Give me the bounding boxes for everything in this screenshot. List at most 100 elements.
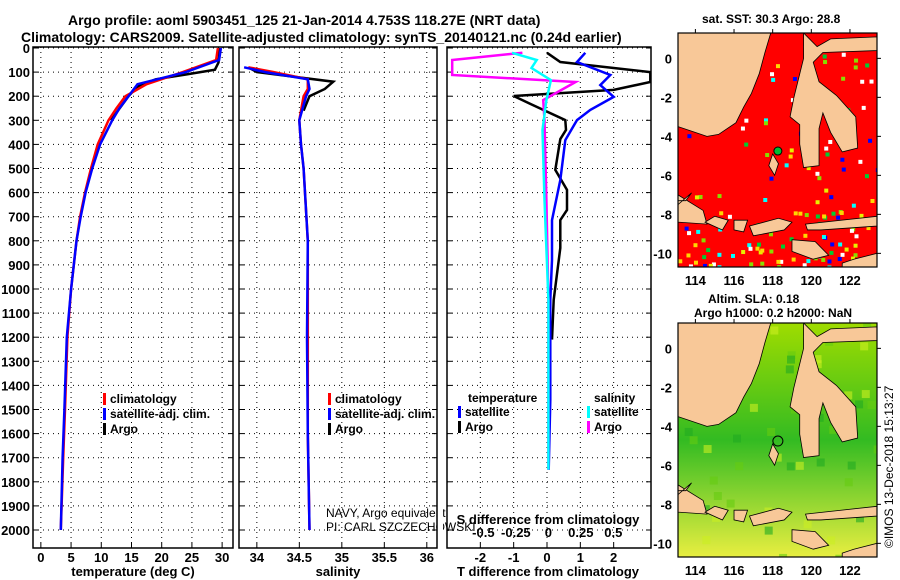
series-line-satellite-adj-clim- xyxy=(59,47,223,531)
sst-pixel xyxy=(793,211,798,216)
argo-position-marker xyxy=(772,435,784,447)
sst-pixel xyxy=(868,138,873,143)
legend-swatch xyxy=(328,393,331,405)
sla-pixel xyxy=(713,492,722,501)
series-line-s-satellite xyxy=(511,51,553,470)
sst-pixel xyxy=(768,232,773,237)
sst-pixel xyxy=(776,259,781,264)
sst-pixel xyxy=(693,260,698,265)
sla-pixel xyxy=(795,461,804,470)
sst-pixel xyxy=(756,242,761,247)
legend-swatch xyxy=(103,423,106,435)
series-line-t-satellite xyxy=(547,51,616,470)
sst-pixel xyxy=(686,253,691,258)
lat-tick-label: -8 xyxy=(660,207,672,222)
sst-pixel xyxy=(815,171,820,176)
sla-pixel xyxy=(835,554,844,557)
x2-tick-label: 0.5 xyxy=(604,525,622,540)
land-polygon xyxy=(791,239,830,260)
sst-pixel xyxy=(763,118,768,123)
sst-pixel xyxy=(779,259,784,264)
land-polygon xyxy=(678,323,772,427)
sst-pixel xyxy=(730,253,735,258)
argo-position-marker xyxy=(773,146,783,156)
sst-pixel xyxy=(755,246,760,251)
legend-label: Argo xyxy=(335,422,363,436)
sst-pixel xyxy=(815,214,820,219)
sst-pixel xyxy=(701,238,706,243)
sla-pixel xyxy=(709,476,718,485)
land-polygon xyxy=(678,192,692,206)
land-polygon xyxy=(678,484,708,515)
legend-swatch xyxy=(103,393,106,405)
sst-pixel xyxy=(684,226,689,231)
y-tick-label: 1700 xyxy=(1,451,30,466)
sst-pixel xyxy=(702,263,707,267)
x-tick-label: 10 xyxy=(94,550,108,565)
legend-swatch xyxy=(328,423,331,435)
y-tick-label: 2000 xyxy=(1,523,30,538)
y-tick-label: 400 xyxy=(8,137,30,152)
legend-label: satellite-adj. clim. xyxy=(335,407,435,421)
sst-pixel xyxy=(802,263,807,267)
sst-pixel xyxy=(727,214,732,219)
sst-pixel xyxy=(788,154,793,159)
x-tick-label: 0 xyxy=(37,550,44,565)
sla-pixel xyxy=(703,445,712,454)
x-axis-label: T difference from climatology xyxy=(457,564,640,579)
land-polygon xyxy=(841,252,877,267)
x-tick-label: 25 xyxy=(185,550,199,565)
x-axis-label: salinity xyxy=(316,564,362,579)
sla-pixel xyxy=(702,536,711,545)
sst-pixel xyxy=(851,203,856,208)
series-line-argo xyxy=(247,66,337,112)
sst-pixel xyxy=(853,65,858,70)
legend-title-temperature: temperature xyxy=(468,391,538,405)
sst-pixel xyxy=(806,166,811,171)
sst-pixel xyxy=(840,157,845,162)
sst-pixel xyxy=(831,211,836,216)
sst-pixel xyxy=(740,126,745,131)
sst-pixel xyxy=(789,237,794,242)
lat-tick-label: -10 xyxy=(653,536,672,551)
land-polygon xyxy=(733,509,749,523)
sst-pixel xyxy=(763,197,768,202)
land-polygon xyxy=(704,215,729,231)
y-tick-label: 300 xyxy=(8,113,30,128)
land-polygon xyxy=(804,215,877,231)
land-polygon xyxy=(791,529,830,550)
sst-pixel xyxy=(760,248,765,253)
sst-pixel xyxy=(790,98,795,103)
sst-pixel xyxy=(821,235,826,240)
y-tick-label: 200 xyxy=(8,89,30,104)
x-tick-label: 35.5 xyxy=(372,550,397,565)
land-polygon xyxy=(768,152,779,177)
sst-pixel xyxy=(717,194,722,199)
y-tick-label: 1300 xyxy=(1,354,30,369)
sst-pixel xyxy=(784,163,789,168)
sst-pixel xyxy=(775,64,780,69)
x2-tick-label: 0.25 xyxy=(568,525,593,540)
sla-map: 114 116 118 120 122 0 -2 -4 -6 -8 -10 xyxy=(653,319,881,578)
sla-pixel xyxy=(844,478,853,487)
y-tick-label: 900 xyxy=(8,258,30,273)
land-polygon xyxy=(804,505,877,521)
sst-pixel xyxy=(854,234,859,239)
difference-panel-frame xyxy=(446,46,652,549)
y-tick-label: 0 xyxy=(23,41,30,56)
legend-swatch xyxy=(458,406,461,418)
x2-axis-label: S difference from climatology xyxy=(457,512,641,527)
sst-pixel xyxy=(763,121,768,126)
clip-mask xyxy=(233,47,239,548)
sst-pixel xyxy=(851,256,856,261)
sst-pixel xyxy=(688,264,693,267)
sst-pixel xyxy=(837,256,842,261)
sst-pixel xyxy=(865,63,870,68)
sla-pixel xyxy=(844,391,853,400)
land-polygon xyxy=(748,507,793,527)
sst-pixel xyxy=(789,148,794,153)
sst-pixel xyxy=(760,261,765,266)
land-polygon xyxy=(733,219,749,233)
x-tick-label: 2 xyxy=(610,550,617,565)
sst-pixel xyxy=(875,168,877,173)
